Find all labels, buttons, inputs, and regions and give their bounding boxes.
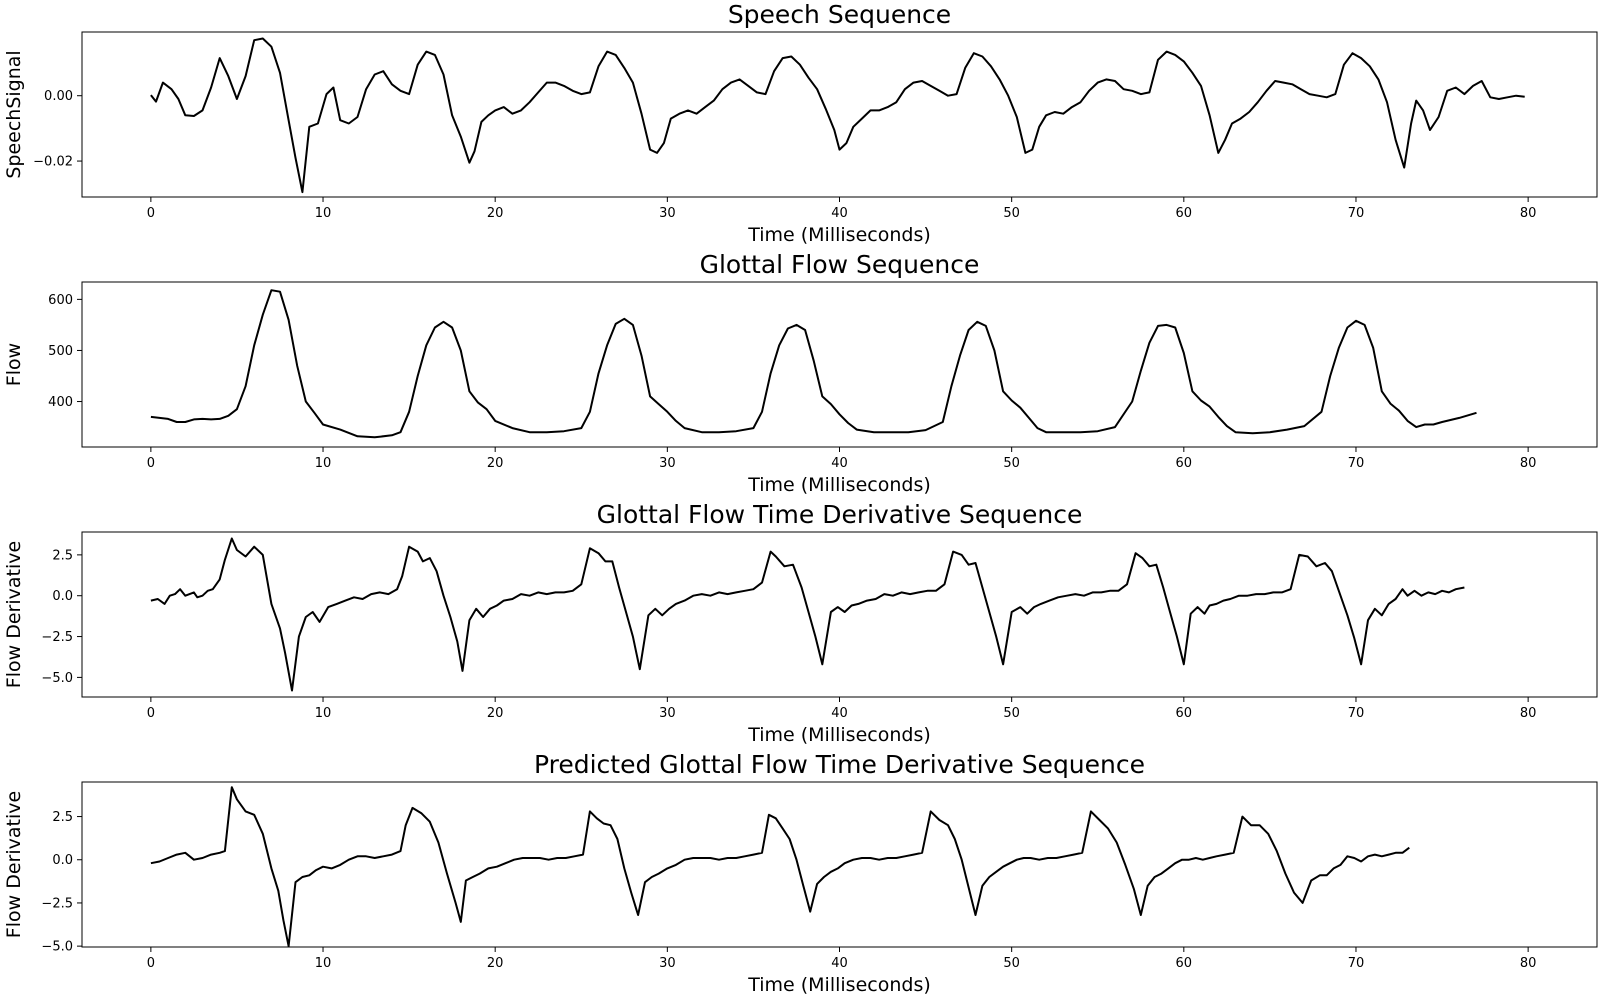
y-tick-label: 400 bbox=[48, 395, 73, 410]
subplot-title: Speech Sequence bbox=[728, 0, 951, 29]
x-tick-label: 60 bbox=[1176, 206, 1193, 221]
y-tick-label: 600 bbox=[48, 293, 73, 308]
x-tick-label: 0 bbox=[147, 956, 155, 971]
y-tick-label: 0.0 bbox=[52, 853, 73, 868]
y-tick-label: −2.5 bbox=[41, 630, 73, 645]
y-tick-label: 2.5 bbox=[52, 548, 73, 563]
x-tick-label: 80 bbox=[1520, 956, 1537, 971]
x-tick-label: 10 bbox=[315, 706, 332, 721]
y-tick-label: 500 bbox=[48, 344, 73, 359]
y-tick-label: −0.02 bbox=[33, 155, 73, 170]
x-tick-label: 40 bbox=[831, 956, 848, 971]
y-axis-label: Flow bbox=[3, 343, 25, 386]
subplot-title: Glottal Flow Sequence bbox=[700, 250, 980, 279]
subplot-1: Speech Sequence 0 10 20 30 40 50 60 70 80 −0.02 0.0… bbox=[3, 0, 1598, 246]
x-tick-label: 80 bbox=[1520, 456, 1537, 471]
subplot-2: Glottal Flow Sequence 0 10 20 30 40 50 60 70 80 40… bbox=[3, 250, 1598, 496]
x-tick-label: 30 bbox=[659, 206, 676, 221]
subplot-4: Predicted Glottal Flow Time Derivative S… bbox=[3, 750, 1598, 996]
x-tick-label: 0 bbox=[147, 456, 155, 471]
y-axis-label: Flow Derivative bbox=[3, 541, 25, 688]
x-tick-label: 10 bbox=[315, 206, 332, 221]
x-tick-label: 70 bbox=[1348, 956, 1365, 971]
x-axis-label: Time (Milliseconds) bbox=[747, 474, 931, 496]
x-tick-label: 60 bbox=[1176, 456, 1193, 471]
x-tick-label: 80 bbox=[1520, 706, 1537, 721]
series-line bbox=[150, 786, 1410, 948]
series-line bbox=[150, 37, 1525, 194]
y-axis-label: Flow Derivative bbox=[3, 791, 25, 938]
x-axis-label: Time (Milliseconds) bbox=[747, 224, 931, 246]
subplot-title: Glottal Flow Time Derivative Sequence bbox=[597, 500, 1083, 529]
series-line bbox=[150, 289, 1477, 439]
x-tick-label: 20 bbox=[487, 206, 504, 221]
plot-frame bbox=[81, 531, 1598, 698]
x-tick-label: 40 bbox=[831, 206, 848, 221]
plot-frame bbox=[81, 781, 1598, 948]
x-tick-label: 0 bbox=[147, 706, 155, 721]
x-tick-label: 70 bbox=[1348, 706, 1365, 721]
x-tick-label: 30 bbox=[659, 956, 676, 971]
x-tick-label: 50 bbox=[1003, 206, 1020, 221]
subplot-title: Predicted Glottal Flow Time Derivative S… bbox=[534, 750, 1145, 779]
x-tick-label: 0 bbox=[147, 206, 155, 221]
x-axis-label: Time (Milliseconds) bbox=[747, 724, 931, 746]
x-tick-label: 50 bbox=[1003, 456, 1020, 471]
x-tick-label: 60 bbox=[1176, 706, 1193, 721]
series-line bbox=[150, 537, 1465, 692]
x-tick-label: 20 bbox=[487, 956, 504, 971]
y-tick-label: −5.0 bbox=[41, 671, 73, 686]
x-axis-label: Time (Milliseconds) bbox=[747, 974, 931, 996]
x-tick-label: 50 bbox=[1003, 706, 1020, 721]
x-tick-label: 10 bbox=[315, 456, 332, 471]
x-tick-label: 10 bbox=[315, 956, 332, 971]
x-tick-label: 40 bbox=[831, 706, 848, 721]
y-axis-label: SpeechSignal bbox=[3, 50, 25, 178]
x-tick-label: 30 bbox=[659, 456, 676, 471]
x-tick-label: 60 bbox=[1176, 956, 1193, 971]
x-tick-label: 20 bbox=[487, 706, 504, 721]
y-tick-label: −5.0 bbox=[41, 940, 73, 955]
x-tick-label: 50 bbox=[1003, 956, 1020, 971]
plot-frame bbox=[81, 31, 1598, 198]
y-tick-label: 0.00 bbox=[44, 89, 73, 104]
plot-frame bbox=[81, 281, 1598, 448]
x-tick-label: 40 bbox=[831, 456, 848, 471]
subplot-3: Glottal Flow Time Derivative Sequence 0 10… bbox=[3, 500, 1598, 746]
x-tick-label: 30 bbox=[659, 706, 676, 721]
x-tick-label: 70 bbox=[1348, 206, 1365, 221]
x-tick-label: 70 bbox=[1348, 456, 1365, 471]
y-tick-label: 2.5 bbox=[52, 810, 73, 825]
x-tick-label: 20 bbox=[487, 456, 504, 471]
y-tick-label: −2.5 bbox=[41, 896, 73, 911]
x-tick-label: 80 bbox=[1520, 206, 1537, 221]
y-tick-label: 0.0 bbox=[52, 589, 73, 604]
